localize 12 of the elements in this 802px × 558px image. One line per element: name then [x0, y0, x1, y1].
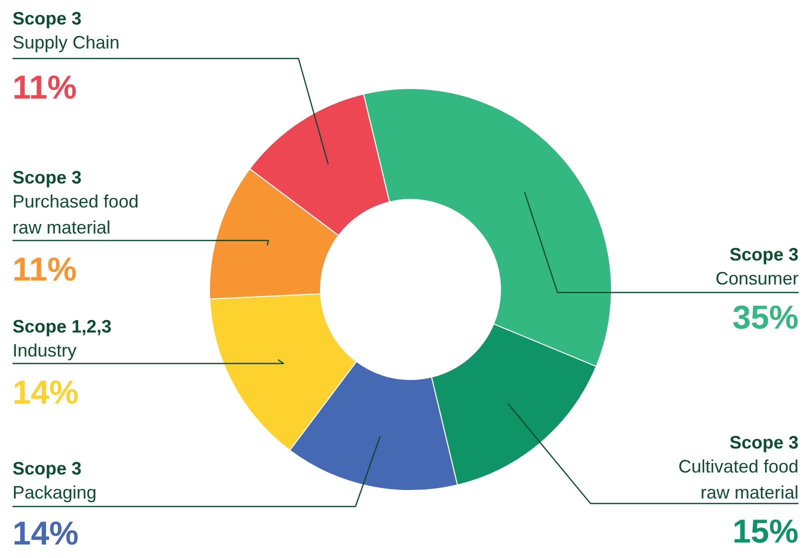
slice-label: Scope 3 Purchased food raw material	[12, 168, 139, 238]
slice-label: Scope 3 Consumer	[715, 244, 799, 288]
slice-label: Scope 3 Supply Chain	[12, 8, 120, 52]
data-label: 15%	[732, 512, 799, 550]
data-label: 14%	[12, 374, 79, 410]
data-label: 11%	[12, 68, 77, 106]
slice-label: Scope 3 Packaging	[12, 458, 97, 502]
data-label: 14%	[12, 514, 79, 552]
data-label: 11%	[12, 250, 77, 288]
data-label: 35%	[732, 298, 799, 336]
slice-label: Scope 1,2,3 Industry	[12, 316, 112, 360]
slice-label: Scope 3 Cultivated food raw material	[678, 432, 799, 502]
